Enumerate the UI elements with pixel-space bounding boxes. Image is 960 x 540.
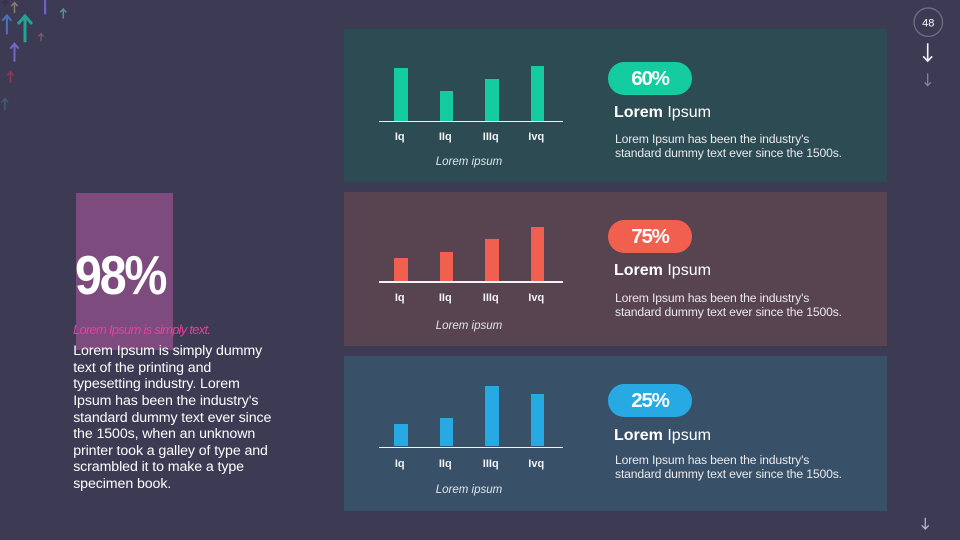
svg-text:48: 48: [922, 17, 934, 29]
